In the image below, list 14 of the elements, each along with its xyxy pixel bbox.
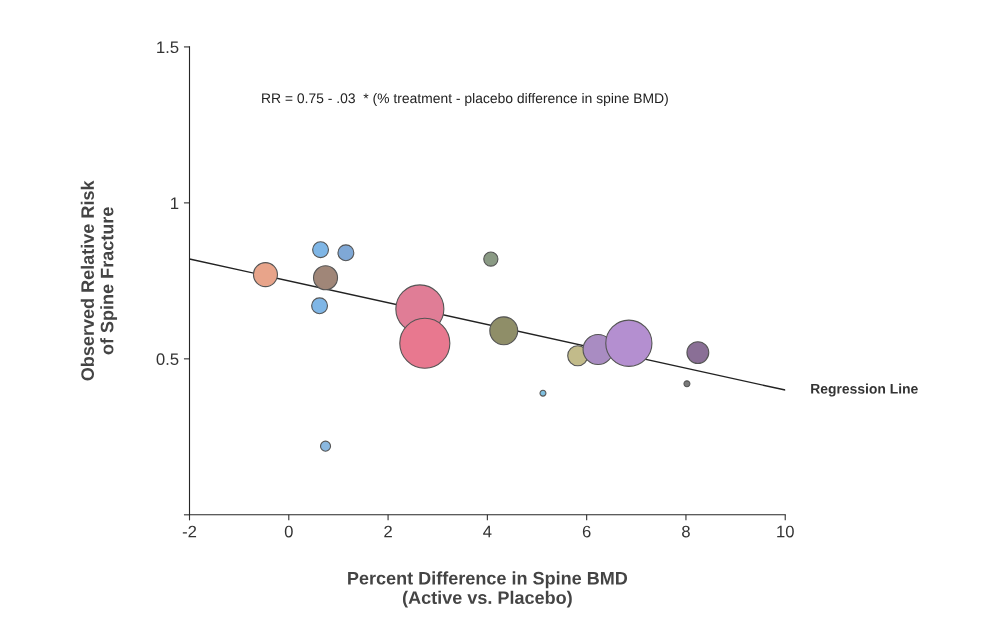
x-tick-label: 10 — [777, 525, 794, 538]
x-tick-label: 8 — [682, 525, 690, 538]
y-tick-label: 1 — [171, 197, 179, 209]
x-axis-title: Percent Difference in Spine BMD (Active vs. Placebo) — [348, 571, 628, 608]
y-axis-title: Observed Relative Risk of Spine Fracture — [80, 180, 118, 381]
y-tick-label: 0.5 — [156, 353, 179, 366]
x-tick-label: 6 — [582, 525, 591, 538]
x-tick-label: -2 — [182, 525, 197, 538]
x-tick-label: 0 — [284, 525, 293, 538]
x-tick-label: 2 — [384, 525, 392, 538]
y-tick-label: 1.5 — [157, 41, 179, 54]
series-label: Regression Line — [811, 383, 918, 397]
x-tick-label: 4 — [483, 525, 492, 538]
annotation: RR = 0.75 - .03 * (% treatment - placebo difference in spine BMD) — [262, 93, 668, 106]
